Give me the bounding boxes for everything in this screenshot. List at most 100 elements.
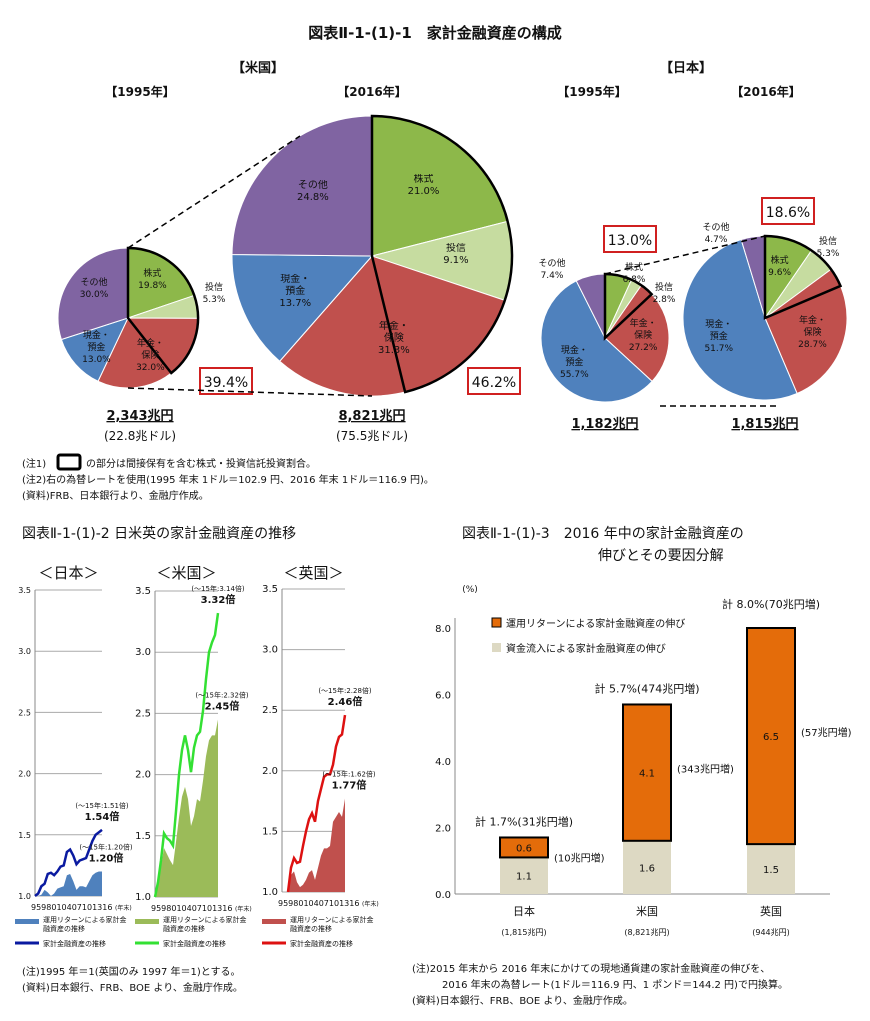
- indirect-share-value: 18.6%: [766, 205, 810, 221]
- jp-section-label: 【日本】: [660, 60, 712, 76]
- indirect-share-value: 39.4%: [204, 375, 248, 391]
- x-unit-label: (年末): [362, 900, 379, 908]
- pie-slice-value: 2.8%: [652, 295, 676, 305]
- legend-label-area: 運用リターンによる家計金融資産の推移: [43, 916, 127, 933]
- pie-slice-value: 51.7%: [704, 343, 734, 354]
- end-label-note: (～15年:3.14倍): [191, 584, 245, 593]
- y-tick-label: 1.0: [262, 887, 278, 898]
- end-label-area: 1.20倍: [89, 852, 124, 865]
- y-tick-label: 2.5: [262, 705, 278, 716]
- figure3-source: (資料)日本銀行、FRB、BOE より、金融庁作成。: [412, 994, 633, 1007]
- total-assets-line: [34, 828, 103, 897]
- bar-total-label: 計 1.7%(31兆円増): [475, 814, 573, 828]
- bar-return-value: 4.1: [639, 769, 655, 780]
- pie-slice-label-group: 現金・預金 13.7%: [263, 274, 327, 310]
- x-category-label: 米国: [636, 905, 658, 918]
- pie-slice-label-box: その他 7.4%: [520, 258, 584, 282]
- y-tick-label: 2.0: [262, 766, 278, 777]
- pie-slice-value: 13.7%: [279, 298, 312, 310]
- note1-prefix: (注1): [22, 457, 46, 470]
- indirect-share-value: 13.0%: [608, 233, 652, 249]
- note1: の部分は間接保有を含む株式・投資信託投資割合。: [86, 457, 316, 470]
- figure3-note-cont: 2016 年末の為替レート(1ドル＝116.9 円、1 ポンド＝144.2 円)…: [442, 978, 788, 991]
- legend-label-area: 運用リターンによる家計金融資産の推移: [290, 916, 374, 933]
- pie-slice-value: 55.7%: [560, 370, 589, 381]
- return-area: [155, 719, 218, 897]
- bar-inflow-value: 1.1: [516, 872, 532, 883]
- pie-slice-label: 現金・預金: [82, 330, 110, 353]
- pie-slice-label: 現金・預金: [705, 319, 733, 342]
- end-label-area: 2.45倍: [205, 700, 240, 713]
- pie-slice-value: 19.8%: [138, 280, 167, 291]
- end-label-area: 1.77倍: [332, 779, 367, 792]
- pie-slice-label-group: 株式 9.6%: [748, 255, 812, 279]
- y-tick-label: 8.0: [435, 624, 451, 635]
- pie-slice-value: 9.6%: [768, 268, 792, 279]
- indirect-share-box: [603, 225, 657, 253]
- pie-slice-value: 5.3%: [202, 295, 226, 305]
- y-tick-label: 2.0: [135, 770, 151, 781]
- legend-label-area-box: 運用リターンによる家計金融資産の推移: [163, 916, 247, 933]
- pie-total-usd: (22.8兆ドル): [104, 429, 176, 443]
- x-category-label: 日本: [513, 904, 535, 918]
- y-tick-label: 3.5: [18, 586, 31, 595]
- pie-slice-label-box: 株式9.6%: [748, 255, 812, 279]
- bar-total-label: 計 5.7%(474兆円増): [594, 681, 699, 695]
- pie-slice-label: その他: [538, 259, 566, 269]
- pie-year-label: 【2016年】: [337, 84, 406, 99]
- pie-slice-3: [682, 238, 798, 401]
- total-assets-line: [153, 612, 220, 898]
- bar-total-label: 計 8.0%(70兆円増): [722, 597, 820, 611]
- bar-return-amount: (57兆円増): [801, 726, 852, 739]
- bar-inflow: [747, 844, 795, 894]
- indirect-holding-outline: [763, 234, 843, 320]
- y-tick-label: 3.0: [262, 645, 278, 656]
- pie-slice-label: 投信: [654, 283, 673, 293]
- x-tick-labels: 9598010407101316: [151, 904, 232, 913]
- bar-return: [622, 703, 672, 842]
- pie-total: 8,821兆円: [338, 408, 405, 424]
- pie-slice-label-group: 投信 9.1%: [424, 243, 488, 267]
- pie-slice-label-group: 株式 6.8%: [602, 262, 666, 286]
- indirect-share-box: [467, 367, 521, 395]
- x-category-sub: (8,821兆円): [624, 927, 669, 937]
- pie-slice-label-group: その他 30.0%: [62, 277, 126, 301]
- pie-year-label: 【1995年】: [105, 84, 174, 99]
- pie-slice-label-group: 株式 19.8%: [120, 268, 184, 292]
- bar-return-value: 6.5: [763, 732, 779, 743]
- x-unit-label: (年末): [235, 905, 252, 913]
- bar-inflow-value: 1.6: [639, 863, 655, 874]
- bar-return-value: 0.6: [516, 843, 532, 854]
- legend-swatch-inflow: [492, 643, 501, 652]
- y-tick-label: 3.0: [18, 647, 31, 656]
- pie-slice-value: 24.8%: [297, 192, 329, 204]
- figure3-title-line2: 伸びとその要因分解: [598, 548, 724, 564]
- pie-slice-3: [60, 317, 129, 382]
- pie-slice-label: 現金・預金: [560, 346, 588, 369]
- return-area: [35, 871, 102, 896]
- note2: (注2)右の為替レートを使用(1995 年末 1ドル＝102.9 円、2016 …: [22, 473, 434, 486]
- y-tick-label: 6.0: [435, 691, 451, 702]
- pie-total-usd: (75.5兆ドル): [336, 429, 408, 443]
- figure2-note: (注)1995 年＝1(英国のみ 1997 年＝1)とする。: [22, 965, 240, 978]
- us-section-label: 【米国】: [232, 60, 284, 76]
- y-tick-label: 0.0: [435, 890, 451, 901]
- legend-label-line: 家計金融資産の推移: [43, 939, 106, 948]
- line-chart-title: ＜英国＞: [283, 564, 343, 582]
- legend-label-area: 運用リターンによる家計金融資産の推移: [163, 916, 247, 933]
- pie-slice-label-box: 投信 5.3%: [202, 283, 226, 305]
- pie-slice-label-group: 年金・保険 28.7%: [780, 315, 844, 351]
- pie-slice-label-box: 投信9.1%: [424, 243, 488, 267]
- pie-slice-value: 4.7%: [704, 235, 728, 245]
- pie-slice-label-box: その他 4.7%: [702, 223, 729, 245]
- pie-slice-label-group: その他 24.8%: [281, 180, 345, 204]
- pie-slice-label-group: その他 7.4%: [520, 258, 584, 282]
- pie-total: 1,815兆円: [731, 416, 798, 432]
- pie-slice-value: 7.4%: [540, 271, 564, 281]
- pie-slice-value: 32.0%: [136, 362, 165, 373]
- end-label-line: 1.54倍: [85, 810, 120, 823]
